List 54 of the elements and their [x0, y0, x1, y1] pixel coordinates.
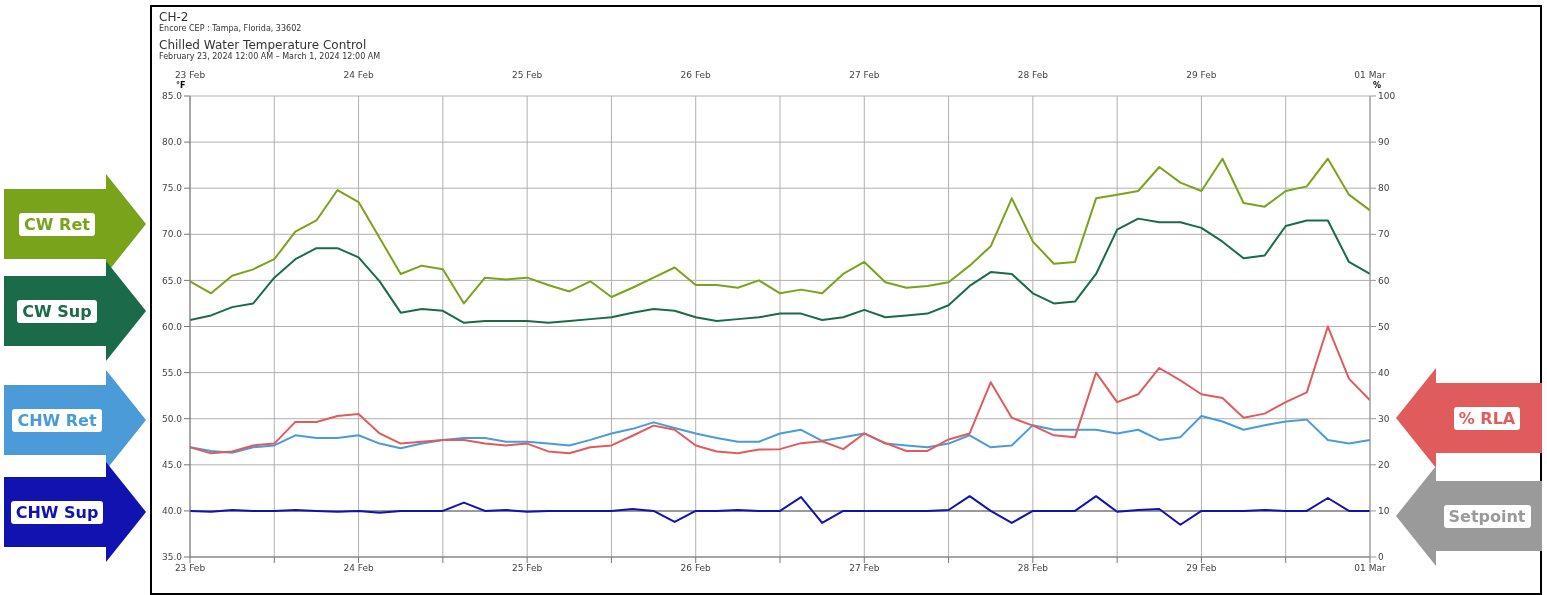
x2-tick-label: 29 Feb — [1186, 70, 1217, 80]
x-tick-label: 23 Feb — [174, 563, 206, 574]
y2-tick-label: 60 — [1378, 275, 1390, 286]
x-tick-label: 01 Mar — [1354, 563, 1386, 574]
x2-tick-label: 27 Feb — [849, 70, 880, 80]
y-tick-label: 60.0 — [161, 321, 183, 332]
y2-tick-label: 100 — [1378, 91, 1396, 102]
line-series — [190, 495, 1370, 526]
text: Setpoint — [1443, 504, 1531, 528]
text: CHW Sup — [10, 500, 104, 524]
y-tick-label: 85.0 — [161, 91, 183, 102]
y2-tick-label: 20 — [1378, 459, 1390, 470]
x2-tick-label: 26 Feb — [680, 70, 712, 80]
y-tick-label: 45.0 — [161, 459, 183, 470]
y2-tick-label: 80 — [1378, 183, 1390, 194]
y-tick-label: 35.0 — [161, 552, 183, 563]
text: CH-2 — [159, 10, 190, 24]
y-tick-label: 80.0 — [161, 137, 183, 148]
x-tick-label: 26 Feb — [680, 563, 712, 574]
y2-tick-label: 30 — [1378, 413, 1390, 424]
x2-tick-label: 24 Feb — [343, 70, 374, 80]
x-tick-label: 24 Feb — [343, 563, 374, 574]
x-tick-label: 29 Feb — [1186, 563, 1217, 574]
y-tick-label: 70.0 — [161, 229, 183, 240]
x2-tick-label: 23 Feb — [174, 70, 206, 80]
x2-tick-label: 25 Feb — [512, 70, 543, 80]
y-axis-title: °F — [176, 81, 186, 90]
x2-tick-label: 01 Mar — [1354, 70, 1386, 80]
y2-tick-label: 10 — [1378, 506, 1390, 517]
y2-axis-title: % — [1373, 81, 1382, 90]
y2-tick-label: 0 — [1378, 552, 1384, 563]
text: % RLA — [1453, 406, 1521, 430]
text: Encore CEP : Tampa, Florida, 33602 — [159, 24, 303, 34]
line-series — [190, 325, 1370, 455]
y2-tick-label: 40 — [1378, 367, 1390, 378]
y2-tick-label: 50 — [1378, 321, 1390, 332]
x-tick-label: 25 Feb — [512, 563, 543, 574]
line-series — [190, 157, 1370, 305]
y-tick-label: 40.0 — [161, 506, 183, 517]
text: CW Ret — [19, 212, 95, 236]
x-tick-label: 27 Feb — [849, 563, 880, 574]
y-tick-label: 55.0 — [161, 367, 183, 378]
chart-subtitle: February 23, 2024 12:00 AM – March 1, 2024 12:00 AM — [159, 52, 381, 62]
x2-tick-label: 28 Feb — [1017, 70, 1049, 80]
y-tick-label: 75.0 — [161, 183, 183, 194]
text: CHW Ret — [12, 408, 102, 432]
y-tick-label: 50.0 — [161, 413, 183, 424]
y-tick-label: 65.0 — [161, 275, 183, 286]
line-series — [190, 217, 1370, 324]
x-tick-label: 28 Feb — [1017, 563, 1049, 574]
text: CW Sup — [17, 299, 97, 323]
y2-tick-label: 70 — [1378, 229, 1390, 240]
chart-title: Chilled Water Temperature Control — [159, 38, 368, 52]
y2-tick-label: 90 — [1378, 137, 1390, 148]
